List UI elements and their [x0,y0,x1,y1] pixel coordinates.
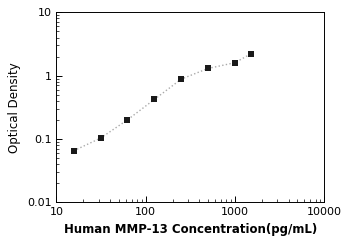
Y-axis label: Optical Density: Optical Density [8,62,21,153]
Point [232,61,238,65]
Point [125,118,130,122]
Point [248,52,253,56]
Point [152,98,157,102]
Point [178,77,184,81]
Point [71,149,77,153]
Point [205,66,211,70]
Point [98,136,103,140]
X-axis label: Human MMP-13 Concentration(pg/mL): Human MMP-13 Concentration(pg/mL) [64,223,317,236]
